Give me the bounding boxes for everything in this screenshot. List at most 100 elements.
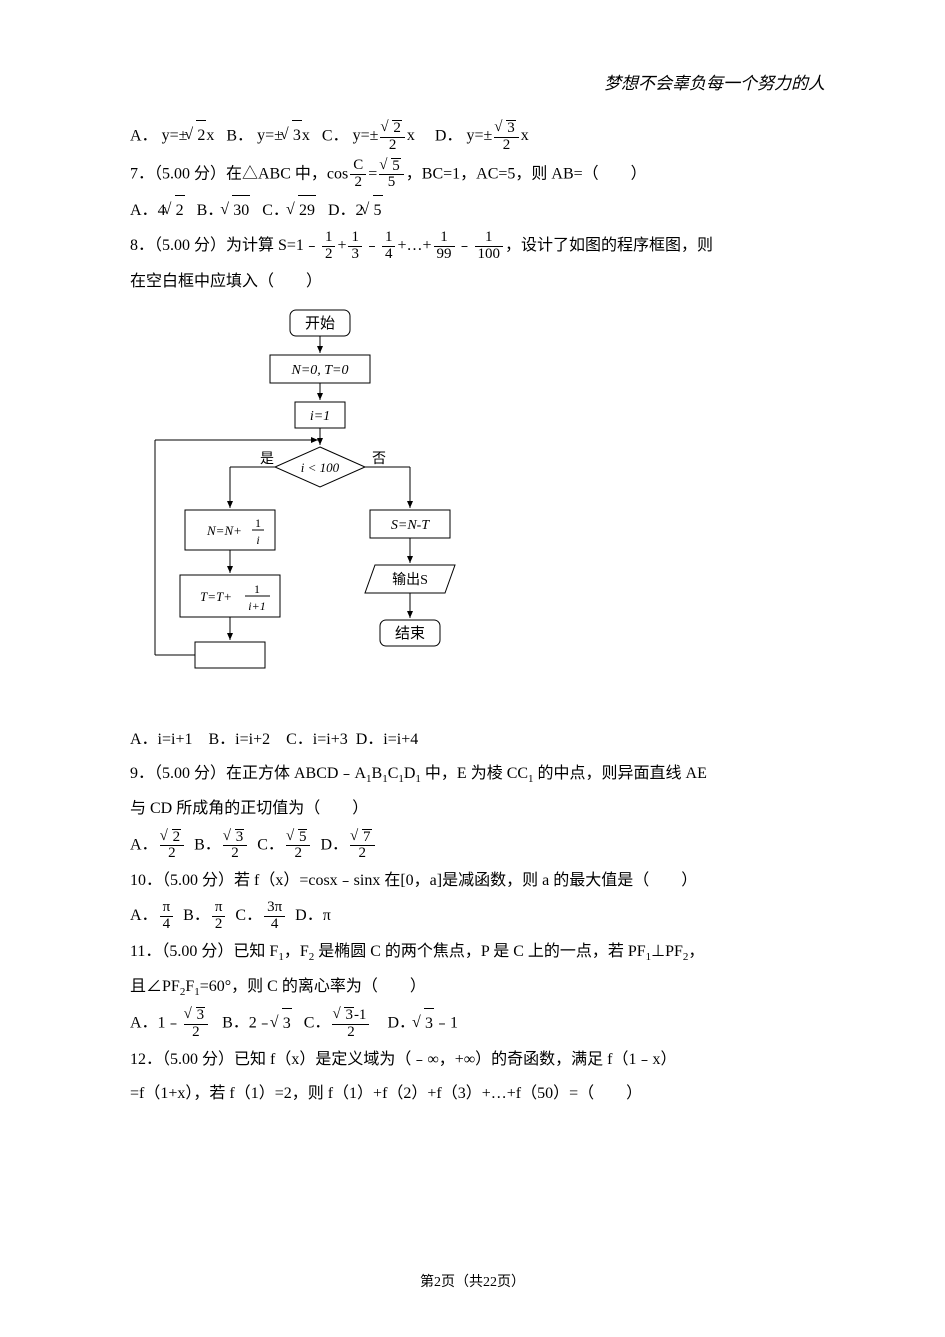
- q8-p1: +: [337, 237, 346, 254]
- q8-t5d: 100: [475, 247, 504, 263]
- q11-Ar: 3: [196, 1007, 206, 1024]
- q9-c: C: [388, 765, 399, 782]
- q7-D: D．: [328, 202, 356, 219]
- q6-D-label: D．: [435, 127, 463, 144]
- q11-Dp: ﹣1: [434, 1015, 458, 1032]
- q9-Cr: 5: [298, 829, 308, 846]
- flow-N-num: 1: [255, 516, 261, 530]
- flow-blank-box: [195, 642, 265, 668]
- flow-end: 结束: [395, 625, 425, 642]
- q6-A-label: A．: [130, 127, 158, 144]
- q10-Cl: C．: [235, 907, 262, 924]
- q10-Al: A．: [130, 907, 158, 924]
- page-footer: 第2页（共22页）: [0, 1270, 945, 1297]
- q8-D: D．i=i+4: [356, 731, 419, 748]
- flow-out: 输出S: [392, 572, 428, 588]
- q6-A-expr: y=±2x: [162, 127, 219, 144]
- q8-m2: ﹣: [457, 237, 473, 254]
- q6-D-pre: y=±: [466, 127, 492, 144]
- q6-B-post: x: [302, 127, 310, 144]
- q7-D-rad: 5: [373, 195, 383, 226]
- flowchart-svg: 开始 N=0, T=0 i=1 i < 100 是 N=N+: [140, 305, 470, 705]
- q6-options: A． y=±2x B． y=±3x C． y=±22x D． y=±32x: [130, 120, 825, 154]
- q7-stem-a: 7．（5.00 分）在△ABC 中，cos: [130, 165, 348, 182]
- q11-b: 是椭圆 C 的两个焦点，P 是 C 上的一点，若 PF: [314, 943, 645, 960]
- q8-t4n: 1: [434, 230, 455, 247]
- flow-start: 开始: [305, 315, 335, 332]
- q9-stem2: 与 CD 所成角的正切值为（ ）: [130, 794, 825, 824]
- q7-C-rad: 29: [298, 195, 316, 226]
- q6-B-expr: y=±3x: [257, 127, 314, 144]
- q12-stem2: =f（1+x），若 f（1）=2，则 f（1）+f（2）+f（3）+…+f（50…: [130, 1079, 825, 1109]
- q11-stem1: 11．（5.00 分）已知 F1，F2 是椭圆 C 的两个焦点，P 是 C 上的…: [130, 937, 825, 968]
- flow-N-den: i: [256, 533, 259, 547]
- q11-c: ，: [688, 943, 704, 960]
- q11-f1: F: [185, 978, 194, 995]
- q8-stem1: 8．（5.00 分）为计算 S=1﹣12+13﹣14+…+199﹣1100，设计…: [130, 230, 825, 263]
- q9-Bd: 2: [223, 846, 248, 862]
- q6-D-den: 2: [494, 138, 519, 154]
- q8-t1n: 1: [322, 230, 336, 247]
- q8-B: B．i=i+2: [209, 731, 271, 748]
- flow-yes: 是: [260, 452, 274, 467]
- q11-Cl: C．: [304, 1015, 331, 1032]
- q11-Cm: -1: [354, 1007, 367, 1023]
- flow-init: N=0, T=0: [290, 363, 348, 378]
- q8-stem2: 在空白框中应填入（ ）: [130, 267, 825, 297]
- flowchart: 开始 N=0, T=0 i=1 i < 100 是 N=N+: [140, 305, 825, 716]
- q6-C-numrad: 2: [392, 120, 402, 137]
- q6-A-rad: 2: [196, 120, 206, 151]
- q9-Dd: 2: [350, 846, 375, 862]
- q11-Al: A．1﹣: [130, 1015, 182, 1032]
- content-area: A． y=±2x B． y=±3x C． y=±22x D． y=±32x 7．…: [130, 120, 825, 1109]
- q6-D-expr: y=±32x: [466, 127, 528, 144]
- q9-f: 的中点，则异面直线 AE: [534, 765, 707, 782]
- q9-options: A．22 B．32 C．52 D．72: [130, 829, 825, 863]
- q9-Cd: 2: [286, 846, 311, 862]
- flow-T-num: 1: [254, 582, 260, 596]
- q8-b: ，设计了如图的程序框图，则: [505, 237, 713, 254]
- q8-t5n: 1: [475, 230, 504, 247]
- q11-Br: 3: [282, 1008, 292, 1039]
- q9-Br: 3: [235, 829, 245, 846]
- q7-rhs-den: 5: [379, 175, 404, 191]
- q7-fden: 2: [350, 175, 366, 191]
- q7-rhs-rad: 5: [391, 158, 401, 175]
- q10-Bd: 2: [212, 917, 226, 933]
- flow-N-pre: N=N+: [206, 523, 242, 538]
- q9-b: B: [372, 765, 383, 782]
- q9-Cl: C．: [257, 836, 284, 853]
- q6-D-numrad: 3: [506, 120, 516, 137]
- q8-t1d: 2: [322, 247, 336, 263]
- q11-Crn: 3: [344, 1007, 354, 1024]
- flow-S: S=N-T: [391, 518, 430, 533]
- q11-Cd: 2: [332, 1025, 369, 1041]
- q7-stem-b: ，BC=1，AC=5，则 AB=（ ）: [406, 165, 647, 182]
- q11-Ad: 2: [184, 1025, 209, 1041]
- q9-Ad: 2: [160, 846, 185, 862]
- q6-C-label: C．: [322, 127, 349, 144]
- q6-C-post: x: [407, 127, 415, 144]
- q6-A-post: x: [206, 127, 214, 144]
- q7-fnum: C: [350, 158, 366, 175]
- q11-e: =60°，则 C 的离心率为（ ）: [200, 978, 426, 995]
- q12-stem1: 12．（5.00 分）已知 f（x）是定义域为（﹣∞，+∞）的奇函数，满足 f（…: [130, 1045, 825, 1075]
- q6-B-label: B．: [226, 127, 253, 144]
- q8-dots: +…+: [397, 237, 431, 254]
- q7-A: A．: [130, 202, 158, 219]
- q9-Al: A．: [130, 836, 158, 853]
- header-motto: 梦想不会辜负每一个努力的人: [604, 68, 825, 100]
- q8-A: A．i=i+1: [130, 731, 193, 748]
- q10-options: A．π4 B．π2 C．3π4 D．π: [130, 900, 825, 933]
- page: 梦想不会辜负每一个努力的人 A． y=±2x B． y=±3x C． y=±22…: [0, 0, 945, 1337]
- q7-A-rad: 2: [175, 195, 185, 226]
- q10-Bn: π: [212, 900, 226, 917]
- q8-m1: ﹣: [364, 237, 380, 254]
- q11-a: 11．（5.00 分）已知 F: [130, 943, 278, 960]
- q8-t3d: 4: [382, 247, 396, 263]
- q9-Bl: B．: [194, 836, 221, 853]
- q8-C: C．i=i+3: [286, 731, 348, 748]
- q6-C-pre: y=±: [353, 127, 379, 144]
- q6-D-post: x: [521, 127, 529, 144]
- q10-Ad: 4: [160, 917, 174, 933]
